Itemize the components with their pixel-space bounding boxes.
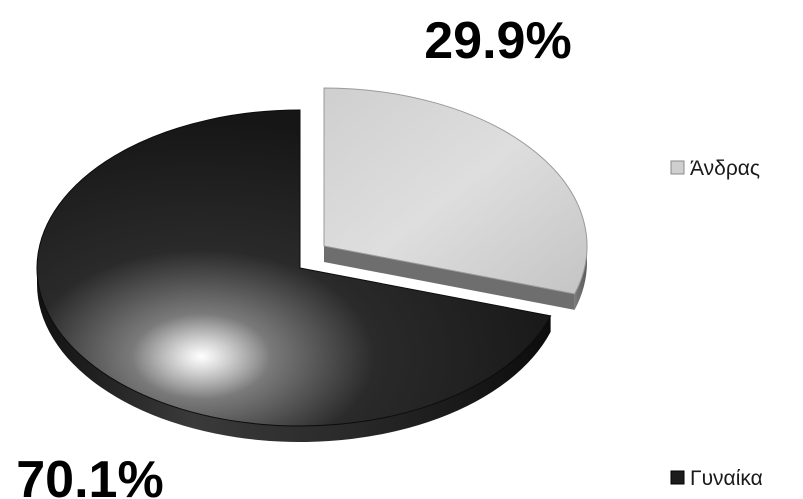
legend-swatch-andras — [670, 160, 685, 175]
data-label-andras: 29.9% — [424, 12, 571, 70]
pie-slice-andras-side — [574, 246, 587, 310]
legend-item-andras: Άνδρας — [670, 157, 760, 180]
data-label-gynaika: 70.1% — [16, 451, 163, 499]
pie-slice-gynaika — [36, 109, 552, 442]
pie-slice-andras-top — [323, 87, 588, 295]
legend: Άνδρας Γυναίκα — [670, 157, 763, 490]
legend-item-gynaika: Γυναίκα — [670, 467, 763, 490]
pie-slice-andras — [323, 87, 588, 310]
legend-label-andras: Άνδρας — [690, 157, 760, 180]
legend-swatch-gynaika — [670, 470, 685, 485]
legend-label-gynaika: Γυναίκα — [690, 467, 763, 490]
pie-slice-andras-cut-face — [324, 246, 575, 310]
pie-slice-gynaika-top — [36, 109, 552, 427]
